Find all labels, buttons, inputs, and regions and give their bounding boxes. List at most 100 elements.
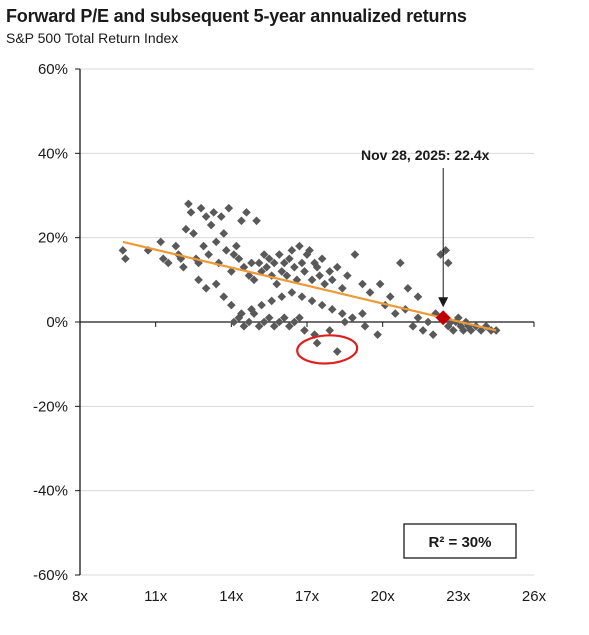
data-point (227, 300, 236, 310)
data-point (403, 283, 413, 293)
x-tick-label: 26x (522, 588, 547, 605)
current-valuation-marker-group: Nov 28, 2025: 22.4x (361, 147, 490, 326)
data-point (118, 246, 128, 255)
data-point (252, 216, 261, 226)
data-point (461, 317, 471, 327)
data-point (459, 326, 468, 335)
data-point (254, 321, 264, 331)
data-point (163, 258, 173, 268)
data-point (186, 208, 196, 217)
data-point (257, 267, 266, 276)
data-point (466, 326, 476, 335)
data-point (211, 237, 221, 247)
data-point (257, 300, 266, 310)
data-point (247, 258, 256, 268)
x-tick-labels: 8x 11x 14x 17x 20x 23x 26x (72, 588, 547, 605)
data-point (189, 229, 198, 238)
x-tick-label: 23x (446, 588, 471, 605)
data-point (358, 279, 367, 289)
data-point (199, 241, 208, 251)
data-point (244, 271, 254, 280)
y-tick-label: -20% (33, 398, 68, 415)
data-point (290, 317, 299, 327)
data-point (317, 254, 327, 264)
data-point (216, 212, 226, 221)
data-point (239, 262, 249, 272)
data-point (327, 275, 337, 285)
data-point (325, 326, 334, 335)
y-tick-label: 60% (38, 61, 68, 78)
data-point (201, 212, 211, 221)
data-point (287, 246, 297, 255)
data-point (290, 262, 299, 272)
data-point (285, 321, 294, 331)
data-point (264, 254, 274, 264)
data-point (269, 321, 279, 331)
data-point (239, 321, 249, 331)
data-point (418, 326, 428, 335)
data-point (237, 309, 246, 318)
data-point (448, 326, 458, 335)
data-point (491, 326, 501, 335)
data-point (332, 262, 342, 272)
data-point (390, 309, 400, 318)
data-point (219, 292, 229, 301)
data-point (312, 338, 322, 348)
data-point (171, 241, 181, 251)
data-point (413, 292, 423, 301)
data-point (206, 220, 216, 230)
data-point (332, 347, 342, 356)
data-point (277, 267, 287, 276)
chart-title: Forward P/E and subsequent 5-year annual… (6, 6, 467, 26)
data-point (219, 229, 229, 238)
chart-subtitle: S&P 500 Total Return Index (6, 30, 179, 46)
data-point (320, 279, 329, 289)
r-squared-label: R² = 30% (429, 534, 492, 551)
data-point (229, 250, 239, 259)
data-point (443, 321, 453, 331)
data-point (194, 258, 203, 268)
data-point (287, 288, 297, 297)
data-point (295, 241, 304, 251)
data-point (204, 250, 213, 259)
data-point (358, 309, 367, 318)
data-point (269, 258, 279, 268)
data-point (443, 258, 453, 268)
data-point (348, 313, 357, 323)
data-point (365, 288, 375, 297)
data-point (234, 313, 244, 323)
data-point (227, 267, 236, 276)
data-point (312, 262, 322, 272)
data-point (305, 246, 314, 255)
data-point (297, 258, 307, 268)
data-point (184, 199, 193, 209)
data-point (232, 241, 241, 251)
y-tick-label: 0% (46, 314, 68, 331)
data-point (259, 317, 269, 327)
r-squared-box: R² = 30% (403, 523, 517, 559)
data-point (307, 296, 317, 306)
x-tick-label: 17x (295, 588, 320, 605)
data-point (254, 258, 264, 268)
current-valuation-label: Nov 28, 2025: 22.4x (361, 147, 490, 163)
x-tick-label: 20x (371, 588, 396, 605)
y-tick-label: -60% (33, 567, 68, 584)
data-point (143, 246, 153, 255)
data-point (307, 275, 317, 285)
data-point (242, 208, 251, 217)
data-point (229, 317, 239, 327)
data-point (209, 208, 218, 217)
data-point (237, 216, 246, 226)
data-point (428, 330, 438, 339)
data-point (285, 254, 294, 264)
data-point (315, 271, 324, 280)
data-point (423, 317, 433, 327)
data-point (436, 250, 445, 259)
data-point (277, 292, 287, 301)
data-point (295, 313, 304, 323)
data-point (201, 283, 211, 293)
data-point (196, 203, 206, 213)
data-point (464, 321, 473, 331)
data-point (267, 296, 276, 306)
data-point (224, 203, 234, 213)
